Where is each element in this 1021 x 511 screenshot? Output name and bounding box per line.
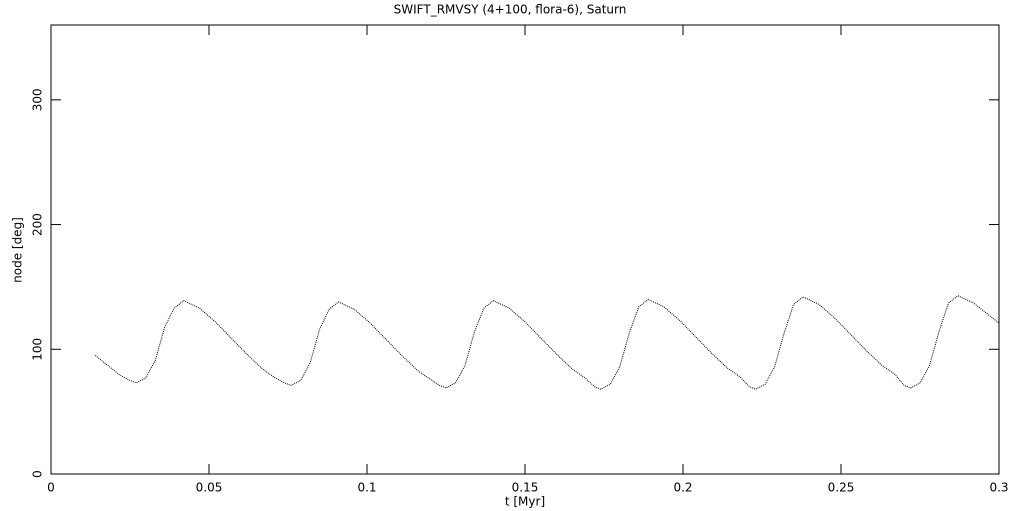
y-tick-label: 100 bbox=[31, 338, 45, 361]
x-tick-label: 0.3 bbox=[989, 481, 1008, 495]
x-tick-label: 0.25 bbox=[828, 481, 855, 495]
x-tick-label: 0.15 bbox=[512, 481, 539, 495]
x-tick-label: 0.05 bbox=[196, 481, 223, 495]
x-axis-label: t [Myr] bbox=[505, 495, 545, 509]
y-tick-label: 300 bbox=[31, 88, 45, 111]
x-tick-label: 0.2 bbox=[673, 481, 692, 495]
y-tick-label: 0 bbox=[31, 470, 45, 478]
x-tick-label: 0.1 bbox=[357, 481, 376, 495]
y-axis-label: node [deg] bbox=[11, 217, 25, 283]
line-series bbox=[94, 295, 1000, 390]
chart-title: SWIFT_RMVSY (4+100, flora-6), Saturn bbox=[394, 3, 627, 17]
x-tick-label: 0 bbox=[47, 481, 55, 495]
plot-frame bbox=[50, 24, 1000, 475]
y-tick-label: 200 bbox=[31, 213, 45, 236]
